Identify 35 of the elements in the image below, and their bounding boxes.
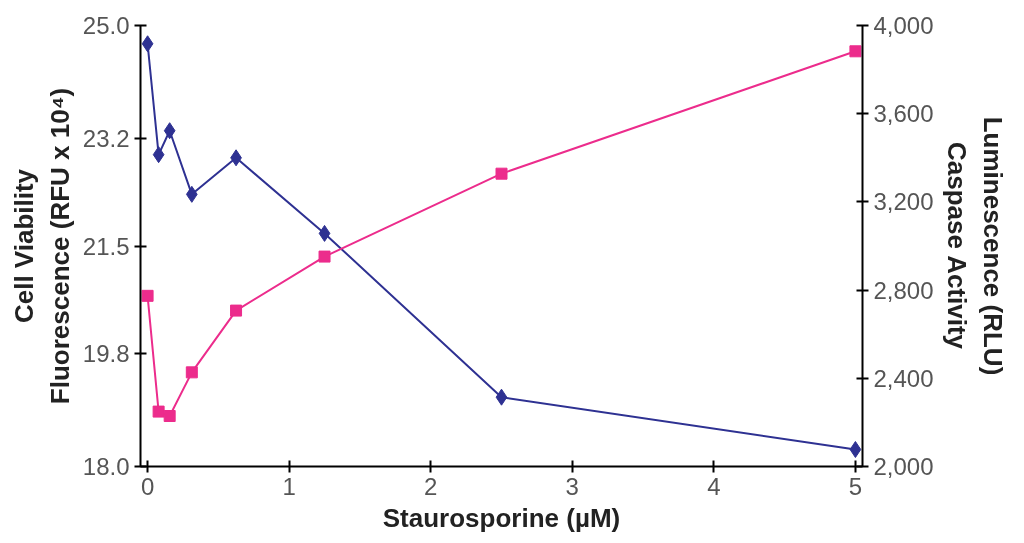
- x-tick-label: 3: [565, 472, 579, 500]
- x-tick-label: 4: [707, 472, 721, 500]
- point: [141, 289, 154, 302]
- point: [152, 146, 165, 164]
- point: [230, 304, 243, 317]
- x-tick-label: 2: [424, 472, 438, 500]
- point: [163, 410, 176, 423]
- y2-tick-label: 4,000: [873, 12, 934, 39]
- point: [849, 45, 862, 58]
- point: [849, 440, 862, 458]
- y2-tick-label: 3,200: [873, 188, 934, 216]
- y-axis-title: Cell Viability Fluorescence (RFU x 10⁴): [8, 87, 75, 405]
- y2-axis-title: Luminescence (RLU) Caspase Activity: [941, 116, 1008, 376]
- point: [163, 122, 176, 140]
- point: [318, 224, 331, 242]
- y2-tick-label: 2,800: [873, 276, 934, 304]
- point: [318, 250, 331, 263]
- y2-tick-label: 3,600: [873, 100, 934, 128]
- x-tick-label: 0: [140, 472, 155, 500]
- y-tick-label: 18.0: [82, 453, 130, 480]
- y-tick-label: 21.5: [82, 232, 130, 260]
- point: [495, 388, 508, 406]
- point: [495, 167, 508, 180]
- y2-tick-label: 2,400: [873, 364, 934, 392]
- point: [185, 185, 198, 203]
- y-tick-label: 23.2: [82, 125, 130, 153]
- x-tick-label: 5: [848, 472, 863, 500]
- y-tick-label: 25.0: [82, 12, 130, 39]
- y-tick-label: 19.8: [82, 339, 130, 367]
- point: [185, 366, 198, 379]
- point: [152, 405, 165, 418]
- x-tick-label: 1: [282, 472, 296, 500]
- y2-tick-label: 2,000: [873, 453, 934, 480]
- point: [141, 35, 154, 53]
- x-axis-title: Staurosporine (µM): [382, 502, 621, 533]
